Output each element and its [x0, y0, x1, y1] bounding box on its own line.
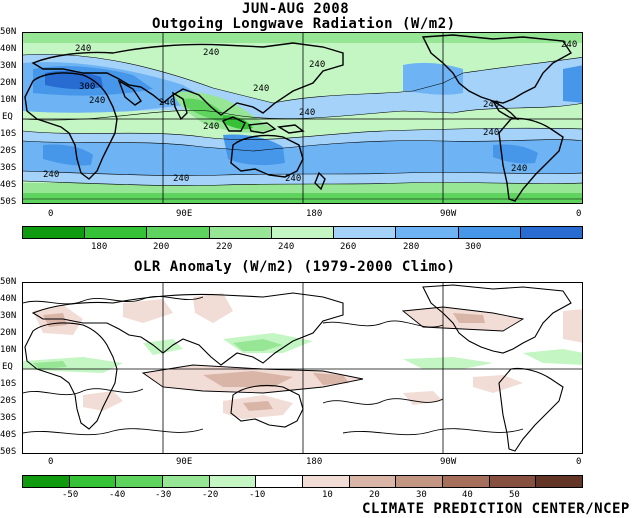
- lat-label: 50N: [0, 27, 17, 37]
- lat-label: 10S: [0, 379, 17, 389]
- colorbar-swatch: [23, 476, 70, 487]
- colorbar-tick: 40: [462, 490, 473, 500]
- lat-label: EQ: [2, 362, 13, 372]
- colorbar-tick: 200: [153, 242, 170, 252]
- continent-outlines: [23, 33, 582, 203]
- colorbar-tick: 20: [369, 490, 380, 500]
- colorbar-swatch: [458, 227, 521, 238]
- colorbar-tick: 240: [278, 242, 295, 252]
- lat-label: 50S: [0, 447, 17, 457]
- contour-label: 240: [511, 164, 528, 174]
- colorbar-swatch: [209, 227, 272, 238]
- colorbar-tick: 280: [403, 242, 420, 252]
- contour-label: 240: [253, 84, 270, 94]
- olr-total-map: 240 240 240 240 300 240 240 240 240 240 …: [22, 32, 583, 204]
- colorbar-tick: 180: [91, 242, 108, 252]
- colorbar-tick: -10: [249, 490, 266, 500]
- lon-label: 90E: [176, 457, 193, 467]
- bottom-panel-title: OLR Anomaly (W/m2) (1979-2000 Climo): [134, 259, 456, 275]
- contour-label: 240: [89, 96, 106, 106]
- contour-label: 240: [43, 170, 60, 180]
- lat-label: 20S: [0, 396, 17, 406]
- top-panel-title: Outgoing Longwave Radiation (W/m2): [152, 16, 456, 32]
- colorbar-swatch: [163, 476, 210, 487]
- lat-label: 10S: [0, 129, 17, 139]
- lat-label: 30N: [0, 311, 17, 321]
- colorbar-swatch: [520, 227, 582, 238]
- lat-label: 30S: [0, 163, 17, 173]
- contour-label: 240: [309, 60, 326, 70]
- contour-label: 240: [561, 40, 578, 50]
- lat-label: 20N: [0, 328, 17, 338]
- lat-label: 40S: [0, 180, 17, 190]
- contour-label: 240: [75, 44, 92, 54]
- contour-label: 240: [173, 174, 190, 184]
- lat-label: 40N: [0, 44, 17, 54]
- colorbar-swatch: [69, 476, 117, 487]
- lat-label: 30N: [0, 61, 17, 71]
- lat-label: 20N: [0, 78, 17, 88]
- colorbar-swatch: [271, 227, 335, 238]
- colorbar-swatch: [85, 227, 148, 238]
- lon-label: 0: [576, 457, 582, 467]
- colorbar-swatch: [334, 227, 397, 238]
- lon-label: 0: [48, 457, 54, 467]
- contour-label: 240: [483, 100, 500, 110]
- colorbar-swatch: [147, 227, 210, 238]
- colorbar-swatch: [443, 476, 490, 487]
- contour-label: 240: [203, 122, 220, 132]
- lat-label: 20S: [0, 146, 17, 156]
- colorbar-tick: 10: [322, 490, 333, 500]
- colorbar-swatch: [116, 476, 164, 487]
- contour-label: 300: [79, 82, 96, 92]
- colorbar-swatch: [23, 227, 86, 238]
- lat-label: 50S: [0, 197, 17, 207]
- lon-label: 90W: [440, 209, 457, 219]
- lat-label: 40N: [0, 294, 17, 304]
- colorbar-swatch: [396, 227, 459, 238]
- colorbar-swatch: [349, 476, 397, 487]
- colorbar-tick: -30: [155, 490, 172, 500]
- lat-label: 50N: [0, 277, 17, 287]
- lon-label: 90W: [440, 457, 457, 467]
- colorbar-swatch: [256, 476, 304, 487]
- colorbar-tick: 300: [465, 242, 482, 252]
- colorbar-tick: -40: [109, 490, 126, 500]
- lat-label: EQ: [2, 112, 13, 122]
- colorbar-tick: -20: [202, 490, 219, 500]
- anomaly-outlines: [23, 283, 582, 453]
- contour-label: 240: [483, 128, 500, 138]
- lon-label: 180: [306, 209, 323, 219]
- colorbar-swatch: [396, 476, 444, 487]
- contour-label: 240: [203, 48, 220, 58]
- anomaly-colorbar: [22, 475, 583, 488]
- lon-label: 180: [306, 457, 323, 467]
- colorbar-tick: 220: [216, 242, 233, 252]
- lat-label: 40S: [0, 430, 17, 440]
- colorbar-tick: -50: [62, 490, 79, 500]
- colorbar-swatch: [489, 476, 537, 487]
- contour-label: 240: [299, 108, 316, 118]
- colorbar-swatch: [209, 476, 257, 487]
- lat-label: 30S: [0, 413, 17, 423]
- colorbar-tick: 50: [509, 490, 520, 500]
- figure-title: JUN-AUG 2008: [242, 1, 350, 17]
- credit-text: CLIMATE PREDICTION CENTER/NCEP: [362, 501, 630, 517]
- olr-anomaly-map: [22, 282, 583, 454]
- lon-label: 0: [576, 209, 582, 219]
- colorbar-swatch: [303, 476, 350, 487]
- olr-colorbar: [22, 226, 583, 239]
- contour-label: 240: [285, 174, 302, 184]
- lat-label: 10N: [0, 345, 17, 355]
- lon-label: 0: [48, 209, 54, 219]
- lon-label: 90E: [176, 209, 193, 219]
- colorbar-tick: 260: [340, 242, 357, 252]
- colorbar-swatch: [536, 476, 583, 487]
- contour-label: 240: [159, 98, 176, 108]
- lat-label: 10N: [0, 95, 17, 105]
- colorbar-tick: 30: [416, 490, 427, 500]
